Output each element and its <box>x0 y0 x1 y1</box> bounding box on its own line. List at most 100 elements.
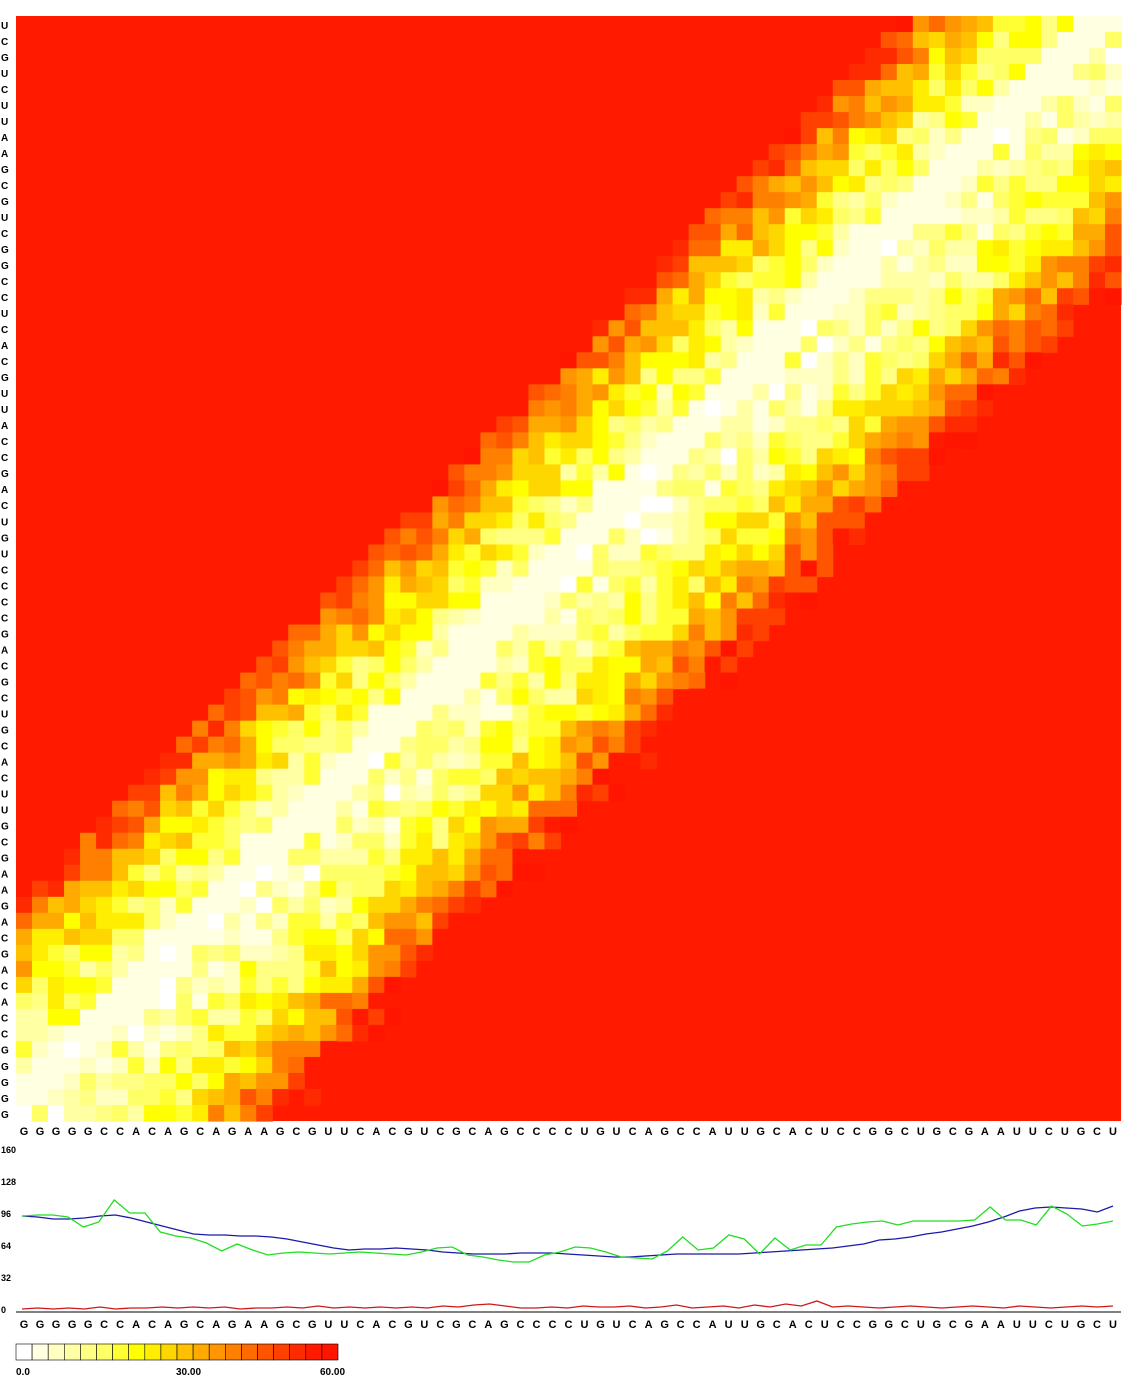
heatmap-cell <box>992 304 1010 321</box>
heatmap-cell <box>592 432 610 449</box>
heatmap-cell <box>1056 288 1074 305</box>
y-sequence-letter: C <box>1 613 8 624</box>
heatmap-cell <box>384 928 401 946</box>
heatmap-cell <box>208 720 225 738</box>
heatmap-cell <box>784 528 802 546</box>
heatmap-cell <box>224 1040 241 1058</box>
heatmap-cell <box>704 480 722 498</box>
heatmap-cell <box>864 80 882 97</box>
heatmap-cell <box>416 880 433 898</box>
heatmap-cell <box>576 768 594 786</box>
heatmap-cell <box>640 464 658 482</box>
heatmap-cell <box>208 896 225 914</box>
heatmap-cell <box>688 544 706 562</box>
heatmap-cell <box>176 928 193 946</box>
heatmap-cell <box>880 336 898 353</box>
heatmap-cell <box>400 864 417 882</box>
heatmap-cell <box>128 960 145 978</box>
heatmap-cell <box>1072 48 1090 65</box>
heatmap-cell <box>768 560 786 578</box>
heatmap-cell <box>880 64 898 81</box>
heatmap-cell <box>864 368 882 385</box>
heatmap-cell <box>544 480 562 498</box>
heatmap-cell <box>896 352 914 369</box>
x-sequence-letter: G <box>660 1126 669 1138</box>
heatmap-cell <box>928 432 946 449</box>
heatmap-cell <box>560 576 578 594</box>
x-sequence-letter: C <box>116 1126 124 1138</box>
heatmap-cell <box>912 400 930 417</box>
heatmap-cell <box>304 1040 321 1058</box>
heatmap-cell <box>416 688 433 706</box>
heatmap-cell <box>976 320 994 337</box>
y-sequence-letter: C <box>1 661 8 672</box>
heatmap-cell <box>1056 208 1074 225</box>
heatmap-cell <box>640 704 658 722</box>
heatmap-cell <box>928 400 946 417</box>
heatmap-cell <box>496 672 514 690</box>
heatmap-cell <box>528 448 546 465</box>
heatmap-cell <box>896 336 914 353</box>
heatmap-cell <box>384 960 401 978</box>
heatmap-cell <box>576 640 594 658</box>
heatmap-cell <box>368 704 385 722</box>
heatmap-cell <box>656 368 674 385</box>
heatmap-cell <box>1088 80 1106 97</box>
heatmap-cell <box>144 928 161 946</box>
heatmap-cell <box>656 336 674 353</box>
heatmap-cell <box>352 560 369 578</box>
heatmap-cell <box>672 560 690 578</box>
heatmap-cell <box>800 304 818 321</box>
heatmap-cell <box>592 336 610 353</box>
heatmap-cell <box>560 496 578 514</box>
heatmap-cell <box>496 720 514 738</box>
heatmap-cell <box>752 416 770 433</box>
heatmap-cell <box>896 416 914 433</box>
heatmap-cell <box>688 416 706 433</box>
heatmap-cell <box>784 320 802 337</box>
heatmap-cell <box>752 576 770 594</box>
heatmap-cell <box>256 1008 273 1026</box>
heatmap-cell <box>112 912 129 930</box>
heatmap-cell <box>640 448 658 465</box>
heatmap-cell <box>736 432 754 449</box>
heatmap-cell <box>256 1056 273 1074</box>
colorbar-swatch <box>128 1343 146 1361</box>
heatmap-cell <box>624 368 642 385</box>
heatmap-cell <box>736 272 754 289</box>
heatmap-cell <box>496 592 514 610</box>
heatmap-cell <box>352 992 369 1010</box>
heatmap-cell <box>208 944 225 962</box>
heatmap-cell <box>80 992 97 1010</box>
heatmap-cell <box>1104 64 1122 81</box>
x-sequence-letter: G <box>276 1126 285 1138</box>
heatmap-cell <box>928 336 946 353</box>
heatmap-cell <box>368 944 385 962</box>
heatmap-cell <box>704 656 722 674</box>
y-sequence-letter: U <box>1 213 8 224</box>
heatmap-cell <box>192 976 209 994</box>
heatmap-cell <box>368 688 385 706</box>
y-sequence-letter: C <box>1 838 8 849</box>
heatmap-cell <box>448 784 465 802</box>
heatmap-cell <box>912 256 930 273</box>
heatmap-cell <box>784 576 802 594</box>
heatmap-cell <box>624 560 642 578</box>
heatmap-cell <box>624 656 642 674</box>
heatmap-cell <box>400 720 417 738</box>
heatmap-cell <box>400 560 417 578</box>
heatmap-cell <box>704 416 722 433</box>
heatmap-cell <box>320 832 337 850</box>
heatmap-cell <box>368 768 385 786</box>
heatmap-cell <box>240 1088 257 1106</box>
heatmap-cell <box>480 672 498 690</box>
heatmap-cell <box>896 432 914 449</box>
heatmap-cell <box>720 544 738 562</box>
heatmap-cell <box>720 224 738 241</box>
heatmap-cell <box>96 1008 113 1026</box>
heatmap-cell <box>1104 16 1122 33</box>
x-sequence-letter: A <box>260 1126 268 1138</box>
heatmap-cell <box>1008 352 1026 369</box>
x-sequence-letter: G <box>965 1319 974 1331</box>
heatmap-cell <box>912 368 930 385</box>
